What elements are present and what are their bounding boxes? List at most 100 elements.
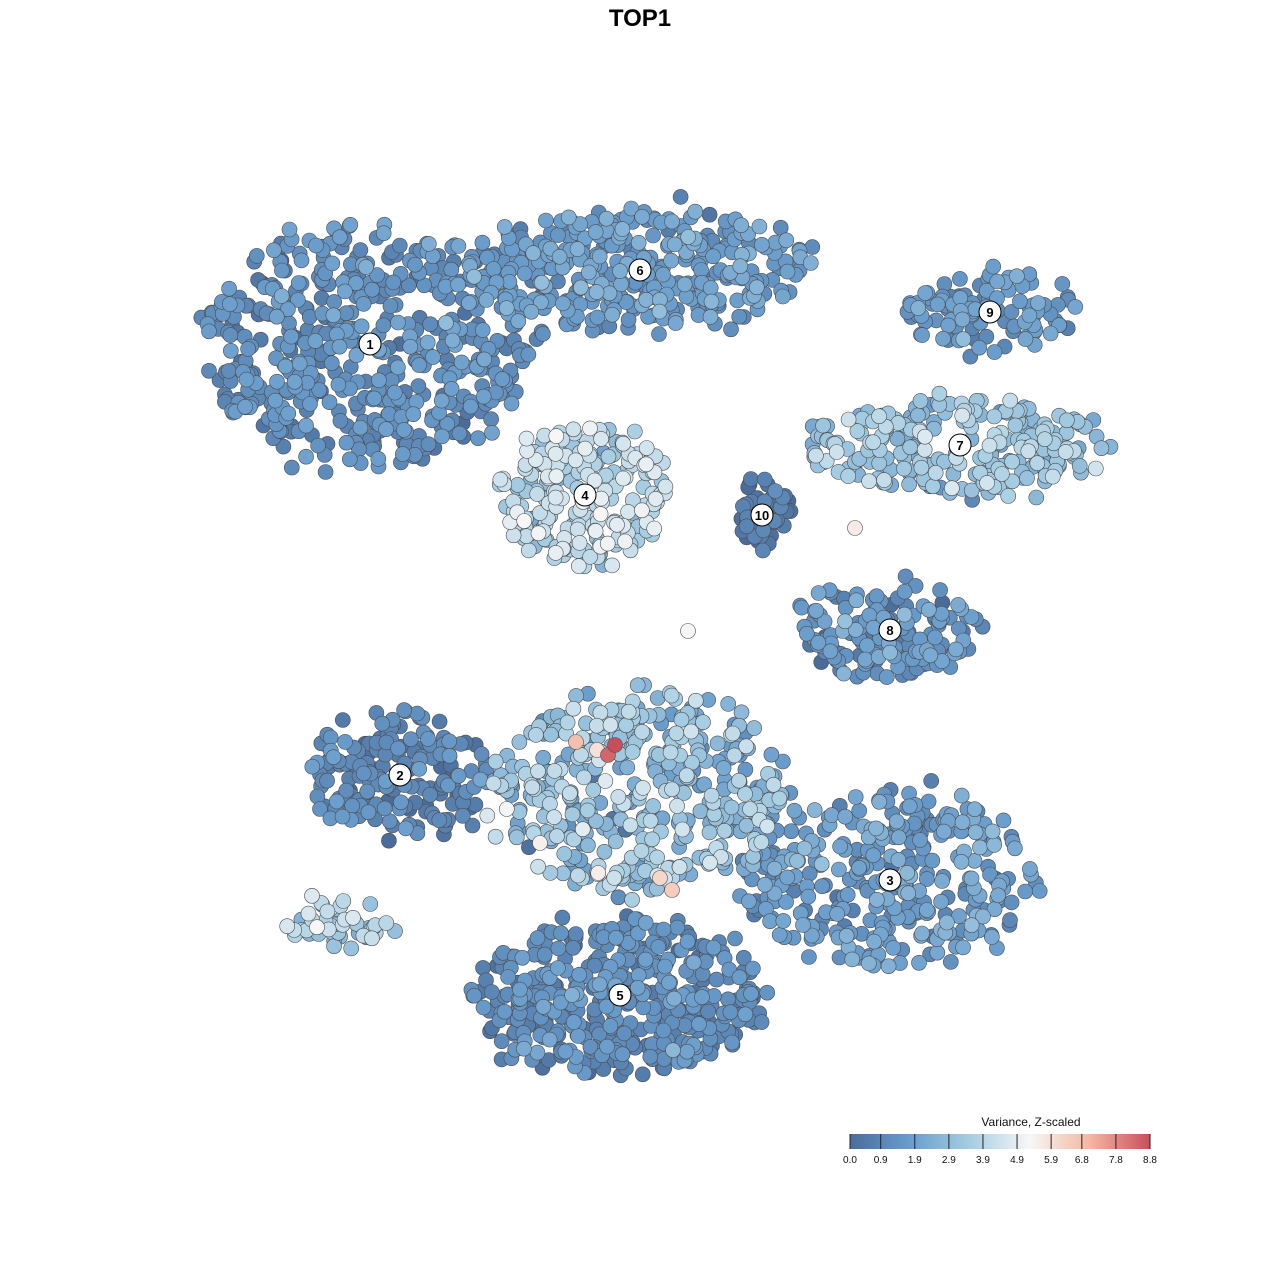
cell-point (390, 359, 406, 376)
cell-point (952, 271, 968, 287)
cluster-label-text: 9 (986, 305, 993, 320)
cell-point (789, 853, 805, 869)
cell-point (364, 281, 380, 298)
cell-point (402, 731, 419, 748)
cell-point (565, 421, 582, 438)
cell-point (766, 860, 783, 877)
cell-point (338, 305, 355, 322)
cell-point (535, 998, 552, 1015)
cell-point (606, 870, 623, 886)
cluster-label-text: 4 (581, 488, 589, 503)
cell-point (443, 380, 460, 397)
cell-point (508, 829, 525, 846)
cell-point (676, 276, 693, 293)
cell-point (397, 820, 414, 837)
cell-point (291, 355, 308, 372)
cell-point (885, 940, 902, 956)
cell-point (751, 218, 768, 235)
cell-point (851, 859, 867, 876)
cell-point (337, 734, 353, 750)
cell-point (461, 295, 477, 311)
cell-point (840, 468, 857, 484)
cell-point (731, 772, 747, 789)
cell-point (201, 362, 217, 379)
cell-point (732, 258, 749, 275)
cluster-label-5: 5 (608, 983, 632, 1007)
cell-point (478, 292, 495, 308)
cell-point (814, 878, 830, 895)
cell-point (360, 804, 377, 821)
cell-point (914, 925, 930, 942)
cell-point (496, 219, 513, 235)
cell-point (774, 288, 791, 305)
cell-point (240, 341, 256, 357)
cell-point (778, 894, 794, 910)
cell-point (615, 435, 632, 452)
cell-point (692, 803, 709, 820)
cell-point (741, 893, 757, 910)
cell-point (700, 1003, 717, 1020)
cell-point (1000, 488, 1017, 504)
cell-point (565, 1014, 582, 1030)
cell-point (618, 717, 634, 734)
cell-point (642, 812, 659, 829)
cell-point (798, 625, 815, 642)
cell-point (865, 847, 882, 864)
cluster-label-7: 7 (948, 433, 972, 457)
cell-point (940, 317, 957, 334)
cell-point (574, 821, 591, 838)
cell-point (923, 773, 940, 789)
cell-point (743, 471, 759, 487)
cell-point (986, 837, 1003, 853)
cell-point (281, 221, 298, 238)
cell-point (529, 930, 546, 946)
cell-point (979, 475, 995, 491)
cell-point (869, 891, 885, 908)
cell-point (498, 801, 515, 817)
cell-point (597, 773, 614, 789)
cell-point (419, 334, 436, 351)
cell-point (510, 313, 527, 330)
cell-point (1003, 894, 1020, 911)
cell-point (370, 451, 387, 467)
cell-point (865, 619, 882, 636)
cell-point (376, 800, 393, 817)
cell-point (334, 808, 351, 825)
cell-point (325, 749, 342, 766)
cell-point (393, 794, 409, 811)
cell-point (536, 946, 553, 963)
cell-point (290, 275, 307, 291)
cell-point (607, 737, 623, 753)
cell-point (326, 938, 342, 955)
cell-point (687, 692, 704, 709)
cell-point (273, 288, 290, 304)
cell-point (742, 801, 758, 817)
cell-point (871, 408, 887, 425)
cell-point (390, 740, 406, 757)
cell-point (720, 696, 737, 712)
cell-point (342, 217, 359, 233)
cell-point (443, 261, 460, 278)
cell-point (929, 296, 946, 313)
cell-point (753, 834, 770, 850)
cell-point (462, 398, 479, 415)
cell-point (311, 382, 328, 398)
cell-point (622, 817, 639, 834)
cell-point (890, 829, 907, 846)
cell-point (434, 428, 450, 445)
cluster-label-badge (878, 618, 902, 642)
cluster-label-text: 5 (616, 988, 623, 1003)
cell-point (727, 930, 743, 947)
cell-point (876, 472, 892, 488)
cell-point (645, 227, 661, 244)
cell-point (542, 796, 558, 812)
cell-point (528, 727, 544, 743)
cell-point (838, 927, 855, 944)
cluster-label-text: 7 (956, 438, 963, 453)
cell-point (984, 823, 1001, 840)
cell-point (954, 407, 971, 424)
cell-point (634, 724, 650, 740)
cell-point (570, 867, 586, 884)
cell-point (878, 669, 895, 685)
